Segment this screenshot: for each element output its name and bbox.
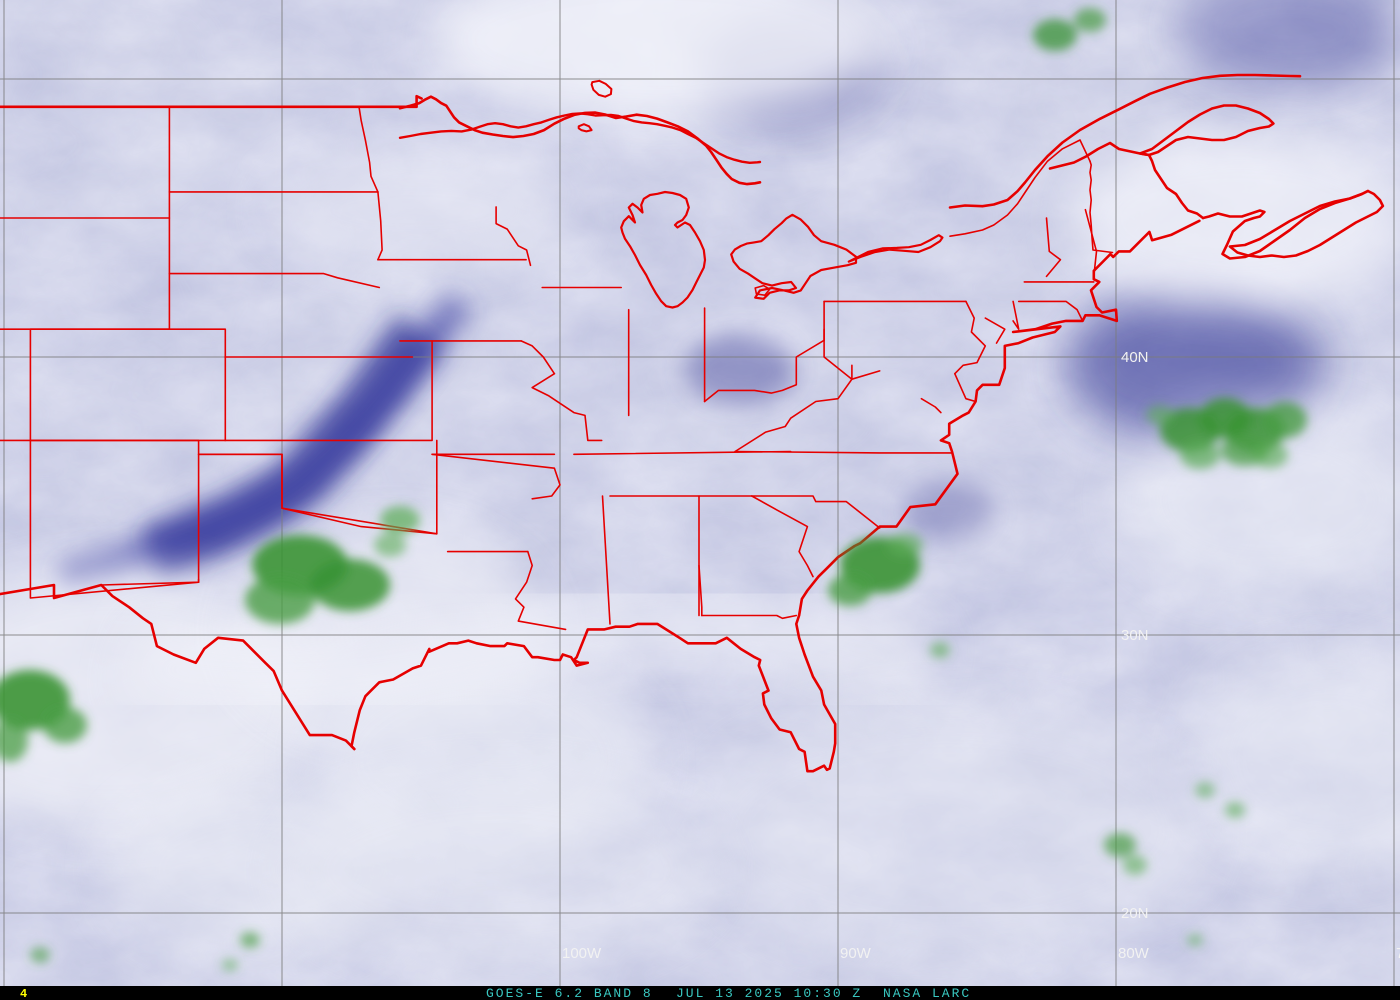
svg-text:NASA LARC: NASA LARC	[883, 986, 971, 1000]
svg-text:4: 4	[20, 987, 27, 1000]
svg-text:GOES-E 6.2 BAND 8: GOES-E 6.2 BAND 8	[486, 986, 653, 1000]
svg-text:JUL 13 2025 10:30 Z: JUL 13 2025 10:30 Z	[676, 986, 862, 1000]
